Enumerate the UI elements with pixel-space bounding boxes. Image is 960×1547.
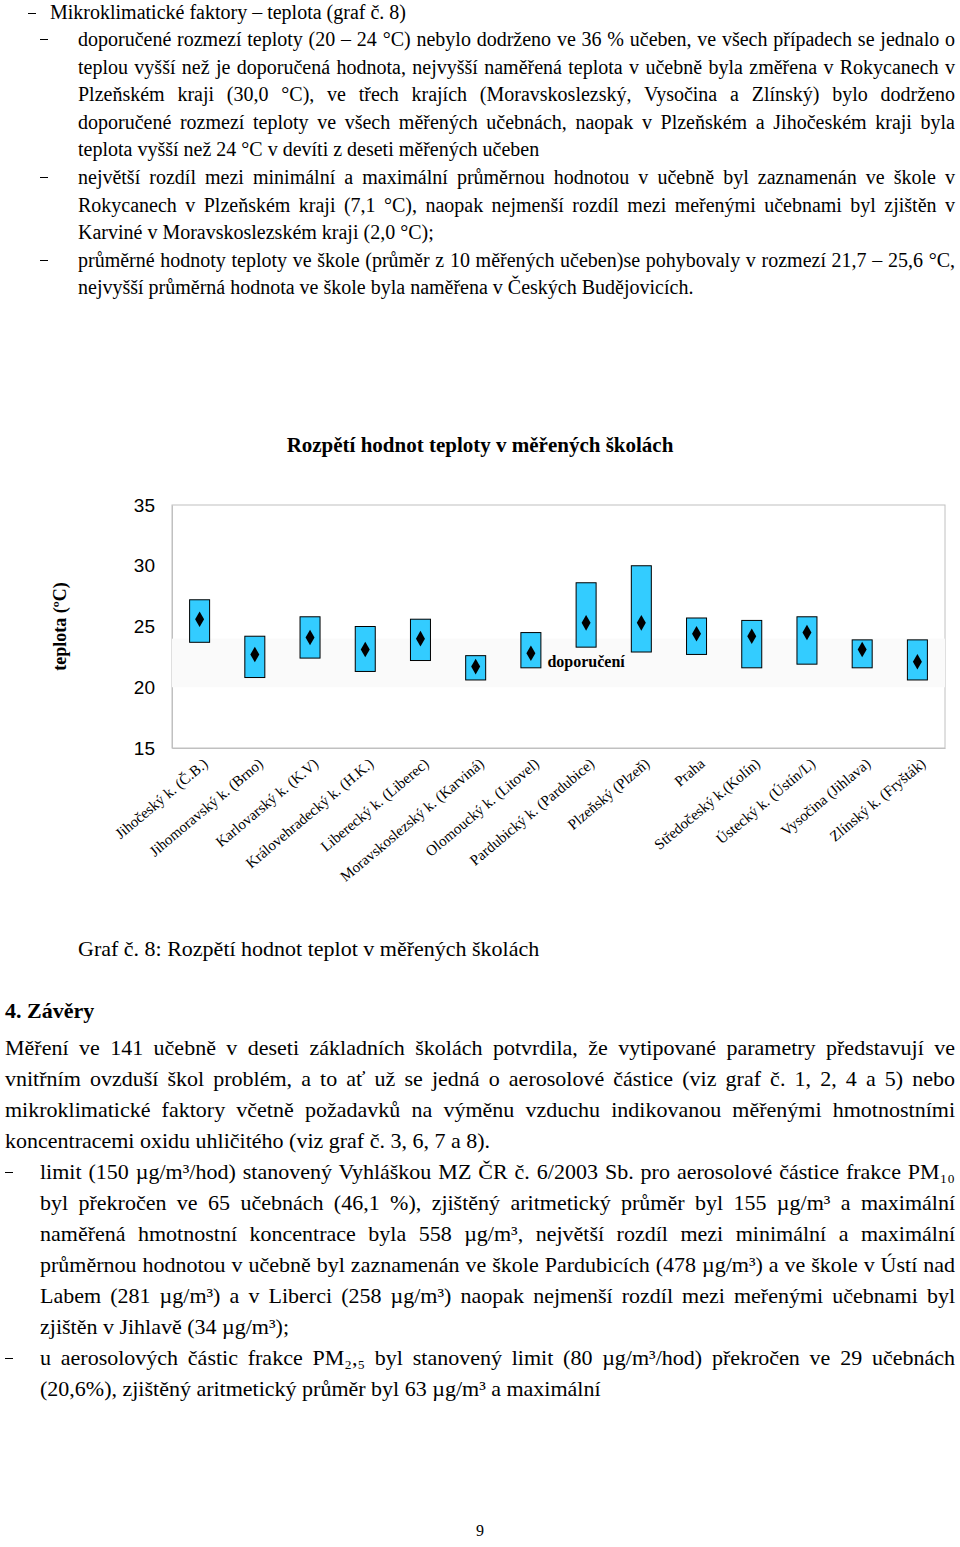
plot-marks [172, 566, 945, 688]
x-tick: Vysočina (Jihlava) [778, 748, 874, 840]
annotation-label: doporučení [547, 653, 625, 671]
range-box [521, 633, 541, 668]
mean-marker [250, 647, 259, 663]
bullet-item: průměrné hodnoty teploty ve škole (průmě… [78, 247, 955, 302]
x-tick-label: Karlovarský k. (K.V) [213, 755, 322, 851]
x-axis: Jihočeský k. (Č.B.)Jihomoravský k. (Brno… [112, 748, 945, 885]
x-tick: Středočeský k.(Kolín) [651, 748, 763, 854]
x-tick: Ústecký k. (Ústín/L) [713, 748, 819, 848]
mean-marker [416, 631, 425, 647]
range-box [190, 600, 210, 643]
range-box [631, 566, 651, 652]
y-axis: 15 20 25 30 35 [134, 495, 173, 759]
bullet-dash [40, 177, 48, 178]
x-tick: Plzeňský (Plzeň) [565, 748, 653, 833]
range-box [742, 620, 762, 667]
heading-line: Mikroklimatické faktory – teplota (graf … [50, 0, 930, 27]
bullet-text: doporučené rozmezí teploty (20 – 24 °C) … [78, 28, 955, 160]
x-tick-label: Praha [671, 755, 708, 789]
bullet-text: průměrné hodnoty teploty ve škole (průmě… [78, 249, 955, 299]
mean-marker [692, 626, 701, 642]
bullet-dash [5, 1172, 13, 1173]
x-tick: Jihočeský k. (Č.B.) [112, 748, 211, 843]
range-box [576, 583, 596, 647]
mean-marker [747, 628, 756, 644]
y-tick-label: 30 [134, 555, 155, 576]
y-axis-title: teplota (ºC) [50, 582, 71, 670]
bullet-dash [5, 1358, 13, 1359]
x-tick-label: Zlínský k. (Fryšták) [827, 755, 930, 845]
y-tick: 15 [134, 738, 172, 759]
range-box [687, 618, 707, 654]
range-box [245, 636, 265, 677]
bullet-dash [40, 260, 48, 261]
conclusions: Měření ve 141 učebně v deseti základních… [5, 1032, 955, 1404]
y-tick-label: 15 [134, 738, 155, 759]
x-tick-label: Jihočeský k. (Č.B.) [112, 755, 211, 842]
y-tick: 20 [134, 677, 172, 698]
bullet-text: u aerosolových částic frakce PM₂,₅ byl s… [40, 1345, 955, 1401]
chart-title: Rozpětí hodnot teploty v měřených školác… [287, 433, 674, 457]
y-tick: 30 [134, 555, 172, 576]
x-tick-label: Ústecký k. (Ústín/L) [713, 755, 819, 848]
mean-marker [361, 642, 370, 658]
bullet-item: limit (150 µg/m³/hod) stanovený Vyhláško… [40, 1156, 955, 1342]
y-tick-label: 25 [134, 616, 155, 637]
x-tick: Zlínský k. (Fryšták) [827, 748, 930, 845]
x-tick-label: Plzeňský (Plzeň) [565, 755, 653, 833]
mean-marker [637, 615, 646, 631]
x-tick-label: Vysočina (Jihlava) [778, 755, 874, 840]
recommended-band [172, 639, 945, 688]
bullet-dash [40, 39, 48, 40]
mean-marker [913, 654, 922, 670]
x-tick: Praha [671, 748, 708, 790]
bullet-item: u aerosolových částic frakce PM₂,₅ byl s… [40, 1342, 955, 1404]
mean-marker [195, 611, 204, 627]
y-axis-line [172, 506, 173, 749]
x-tick: Jihomoravský k. (Brno) [146, 748, 266, 860]
x-axis-line [173, 748, 946, 749]
mean-marker [471, 659, 480, 675]
mean-marker [802, 625, 811, 641]
bullet-list: doporučené rozmezí teploty (20 – 24 °C) … [78, 26, 955, 302]
bullet-text: největší rozdíl mezi minimální a maximál… [78, 166, 955, 243]
range-box [300, 617, 320, 658]
y-tick-label: 20 [134, 677, 155, 698]
mean-marker [526, 645, 535, 661]
bullet-item: doporučené rozmezí teploty (20 – 24 °C) … [78, 26, 955, 164]
mean-marker [582, 615, 591, 631]
bullet-dash [28, 13, 36, 14]
range-box [466, 656, 486, 680]
range-box [852, 640, 872, 668]
page-number: 9 [0, 1522, 960, 1540]
bullet-item: největší rozdíl mezi minimální a maximál… [78, 164, 955, 247]
mean-marker [858, 642, 867, 658]
x-tick: Karlovarský k. (K.V) [213, 748, 322, 851]
range-box [797, 617, 817, 664]
section-title: 4. Závěry [5, 996, 405, 1026]
bullet-text: limit (150 µg/m³/hod) stanovený Vyhláško… [40, 1159, 955, 1339]
chart: Rozpětí hodnot teploty v měřených školác… [0, 0, 960, 930]
range-box [907, 640, 927, 680]
y-tick: 35 [134, 495, 172, 516]
paragraph: Měření ve 141 učebně v deseti základních… [5, 1032, 955, 1156]
figure-caption: Graf č. 8: Rozpětí hodnot teplot v měřen… [78, 934, 948, 964]
y-tick: 25 [134, 616, 172, 637]
range-box [355, 627, 375, 672]
mean-marker [306, 630, 315, 646]
plot-frame [172, 505, 945, 748]
y-tick-label: 35 [134, 495, 155, 516]
x-tick-label: Středočeský k.(Kolín) [651, 755, 763, 853]
x-tick: Liberecký k. (Liberec) [318, 748, 433, 855]
range-box [410, 619, 430, 660]
